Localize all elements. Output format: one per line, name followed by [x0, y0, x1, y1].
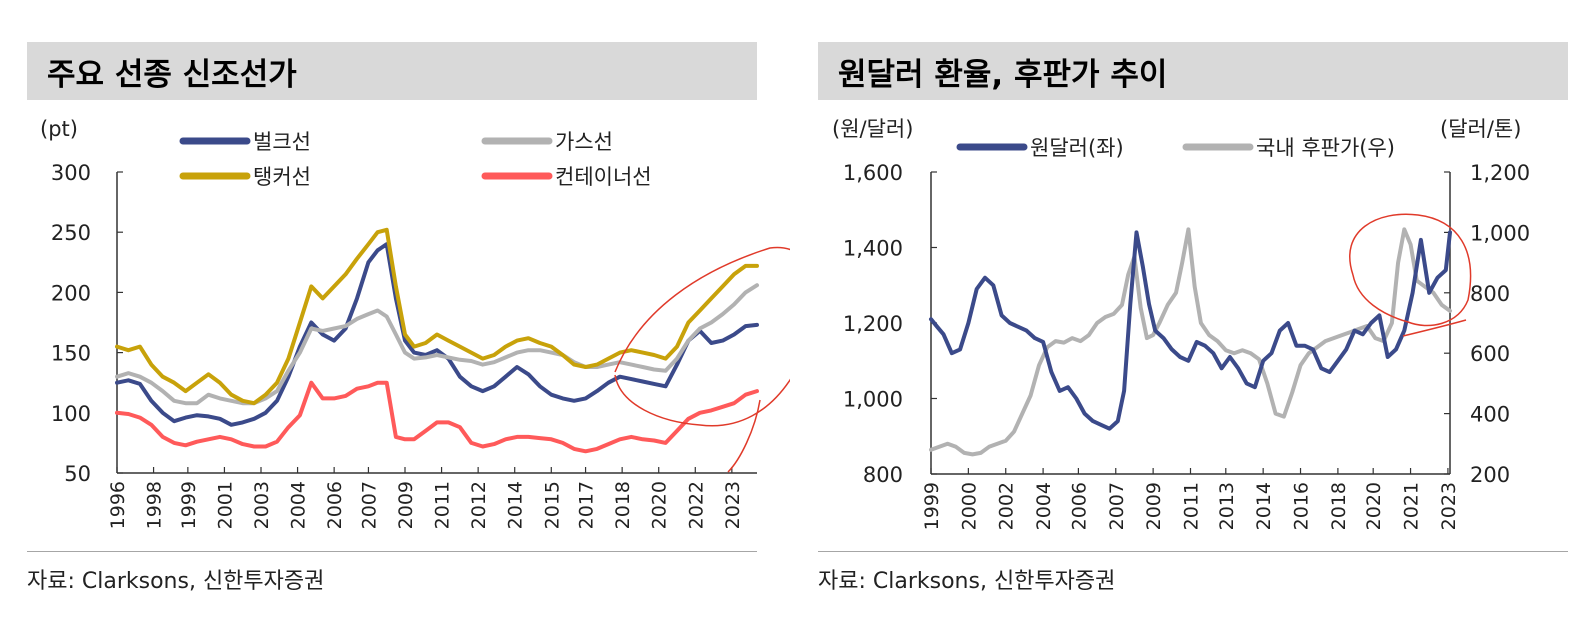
series-line [115, 242, 759, 427]
y-tick-label-left: 1,600 [843, 161, 903, 185]
x-tick-label: 2023 [1438, 482, 1460, 530]
legend-label: 컨테이너선 [555, 165, 652, 189]
y-tick-label: 200 [51, 281, 91, 305]
x-tick-label: 2006 [324, 481, 346, 529]
x-tick-label: 2014 [505, 481, 527, 529]
x-tick-label: 2006 [1068, 482, 1090, 530]
x-tick-label: 2017 [576, 481, 598, 529]
x-tick-label: 2018 [612, 481, 634, 529]
x-tick-label: 2011 [1181, 482, 1203, 530]
x-tick-label: 2001 [214, 481, 236, 529]
x-tick-label: 2021 [1401, 482, 1423, 530]
y-tick-label-right: 800 [1470, 282, 1510, 306]
source-divider [818, 551, 1568, 552]
y-axis-label: (pt) [40, 117, 78, 141]
x-tick-label: 2000 [958, 482, 980, 530]
chart-title: 원달러 환율, 후판가 추이 [838, 56, 1168, 93]
highlight-annotation [1349, 213, 1472, 337]
x-tick-label: 2004 [1033, 482, 1055, 530]
chart-title-bar: 원달러 환율, 후판가 추이 [818, 42, 1568, 100]
x-tick-label: 2007 [358, 481, 380, 529]
y-axis-label-left: (원/달러) [832, 117, 913, 141]
y-tick-label-right: 400 [1470, 403, 1510, 427]
series-line [929, 227, 1452, 457]
series-line [115, 283, 759, 406]
x-tick-label: 2014 [1253, 482, 1275, 530]
y-tick-label-left: 1,400 [843, 237, 903, 261]
x-tick-label: 2023 [722, 481, 744, 529]
x-tick-label: 2007 [1106, 482, 1128, 530]
y-axis-label-right: (달러/톤) [1440, 117, 1521, 141]
y-tick-label-right: 200 [1470, 463, 1510, 487]
legend-label: 원달러(좌) [1030, 136, 1124, 160]
x-tick-label: 2022 [685, 481, 707, 529]
source-note: 자료: Clarksons, 신한투자증권 [818, 569, 1116, 594]
x-tick-label: 1999 [921, 482, 943, 530]
left-panel: 주요 선종 신조선가 (pt) 300 250 200 150 100 50 1996 1998… [0, 0, 790, 638]
x-tick-label: 1998 [144, 481, 166, 529]
x-tick-label: 2012 [468, 481, 490, 529]
y-tick-label-left: 1,200 [843, 312, 903, 336]
x-tick-label: 2011 [432, 481, 454, 529]
x-tick-label: 1996 [107, 481, 129, 529]
legend-label: 가스선 [555, 130, 613, 154]
y-tick-label: 300 [51, 161, 91, 185]
y-tick-label: 50 [64, 462, 91, 486]
series-line [115, 380, 759, 454]
legend-label: 국내 후판가(우) [1256, 136, 1395, 160]
x-tick-label: 2002 [996, 482, 1018, 530]
x-tick-label: 2018 [1328, 482, 1350, 530]
legend-label: 탱커선 [253, 165, 311, 189]
fx-steel-price-chart: (원/달러) (달러/톤) 1,600 1,400 1,200 1,000 800 1,200… [832, 117, 1530, 530]
chart-title: 주요 선종 신조선가 [47, 56, 297, 93]
y-tick-label: 250 [51, 221, 91, 245]
source-note: 자료: Clarksons, 신한투자증권 [27, 569, 325, 594]
y-tick-label-left: 1,000 [843, 388, 903, 412]
y-tick-label-right: 1,000 [1470, 221, 1530, 245]
x-tick-label: 1999 [178, 481, 200, 529]
right-panel: 원달러 환율, 후판가 추이 (원/달러) (달러/톤) 1,600 1,400 1,2… [818, 0, 1596, 638]
x-tick-label: 2003 [251, 481, 273, 529]
series-line [115, 227, 759, 406]
series-line [929, 230, 1452, 431]
x-tick-label: 2009 [1143, 482, 1165, 530]
y-tick-label: 100 [51, 402, 91, 426]
x-tick-label: 2020 [649, 481, 671, 529]
y-tick-label-right: 1,200 [1470, 161, 1530, 185]
legend-label: 벌크선 [253, 130, 311, 154]
y-tick-label-right: 600 [1470, 342, 1510, 366]
x-tick-label: 2020 [1363, 482, 1385, 530]
chart-title-bar: 주요 선종 신조선가 [27, 42, 757, 100]
x-tick-label: 2009 [395, 481, 417, 529]
y-tick-label-left: 800 [863, 463, 903, 487]
x-tick-label: 2004 [288, 481, 310, 529]
source-divider [27, 551, 757, 552]
newbuild-price-chart: (pt) 300 250 200 150 100 50 1996 1998 1999 2001 200… [40, 117, 790, 529]
x-tick-label: 2015 [541, 481, 563, 529]
y-tick-label: 150 [51, 342, 91, 366]
x-tick-label: 2013 [1216, 482, 1238, 530]
x-tick-label: 2016 [1291, 482, 1313, 530]
highlight-annotation [614, 246, 790, 473]
